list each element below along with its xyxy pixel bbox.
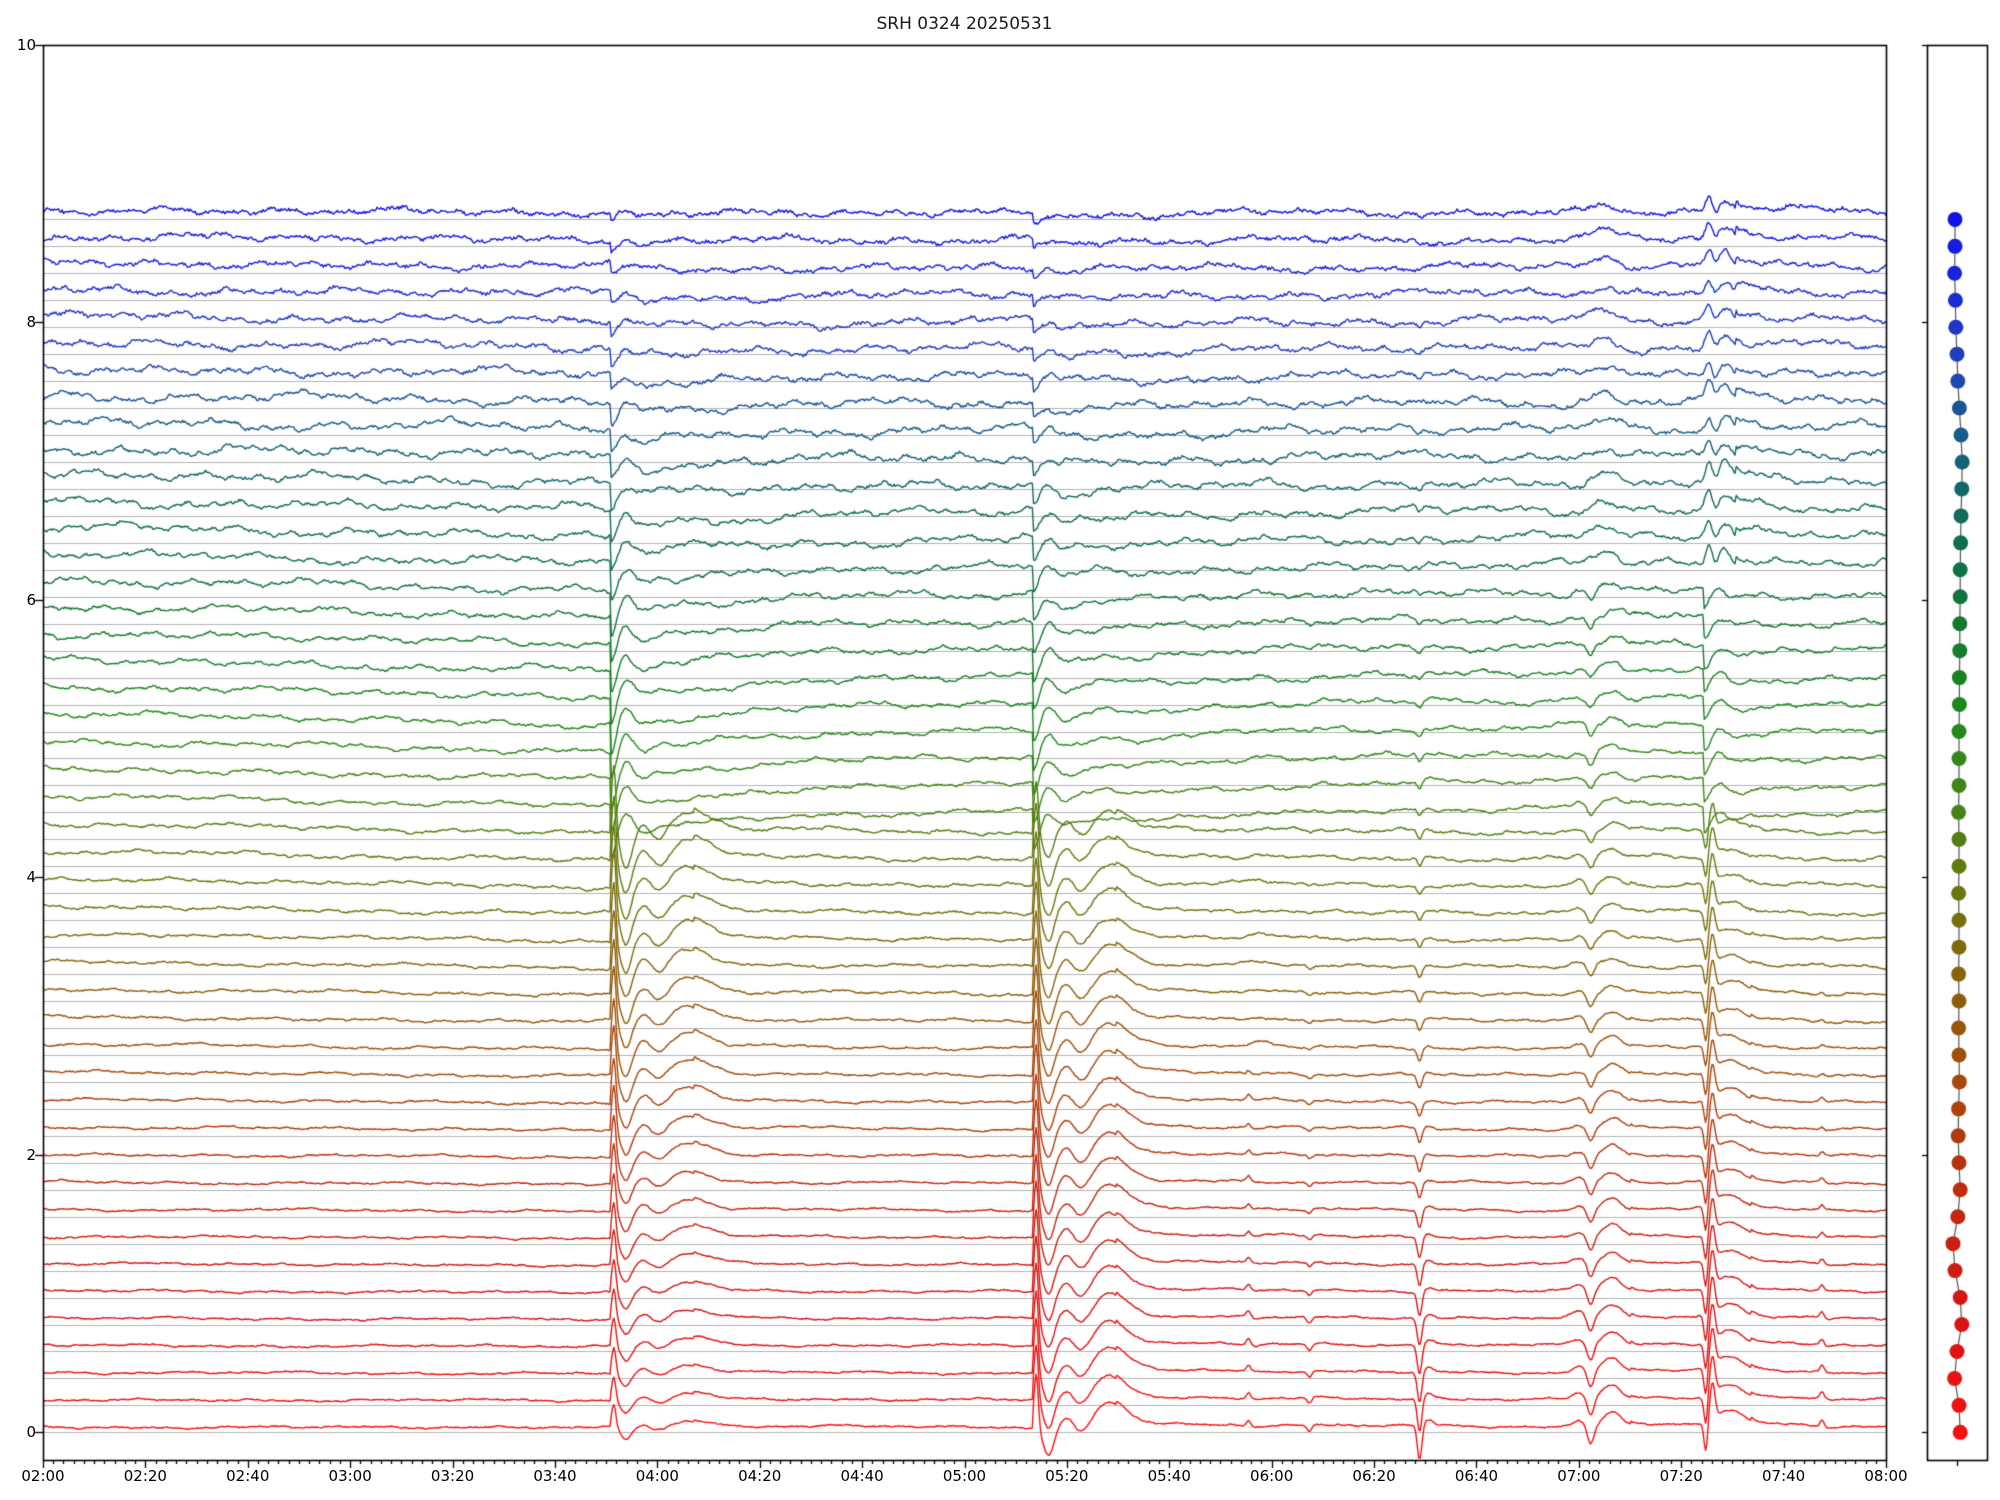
x-tick-label: 02:20 xyxy=(123,1467,167,1485)
x-tick-label: 04:20 xyxy=(738,1467,782,1485)
y-tick-label: 0 xyxy=(26,1423,36,1442)
y-tick-label: 8 xyxy=(26,313,36,332)
y-tick-label: 2 xyxy=(26,1145,36,1164)
x-tick-label: 08:00 xyxy=(1864,1467,1908,1485)
x-tick-label: 04:00 xyxy=(635,1467,679,1485)
y-tick-label: 4 xyxy=(26,868,36,887)
chart-title: SRH 0324 20250531 xyxy=(876,14,1053,34)
x-tick-label: 05:20 xyxy=(1045,1467,1089,1485)
x-tick-label: 07:00 xyxy=(1557,1467,1601,1485)
y-tick-label: 6 xyxy=(26,590,36,609)
x-tick-label: 02:40 xyxy=(226,1467,270,1485)
x-tick-label: 06:40 xyxy=(1454,1467,1499,1485)
x-tick-label: 05:00 xyxy=(942,1467,987,1485)
x-tick-label: 06:00 xyxy=(1250,1467,1294,1485)
x-tick-label: 07:20 xyxy=(1659,1467,1703,1485)
x-tick-label: 03:00 xyxy=(328,1467,372,1485)
x-tick-label: 05:40 xyxy=(1147,1467,1191,1485)
y-tick-label: 10 xyxy=(16,36,36,54)
x-tick-label: 03:40 xyxy=(533,1467,577,1485)
x-tick-label: 03:20 xyxy=(430,1467,475,1485)
x-tick-label: 02:00 xyxy=(21,1467,65,1485)
x-tick-label: 04:40 xyxy=(840,1467,884,1485)
x-tick-label: 07:40 xyxy=(1761,1467,1806,1485)
x-tick-label: 06:20 xyxy=(1352,1467,1396,1485)
